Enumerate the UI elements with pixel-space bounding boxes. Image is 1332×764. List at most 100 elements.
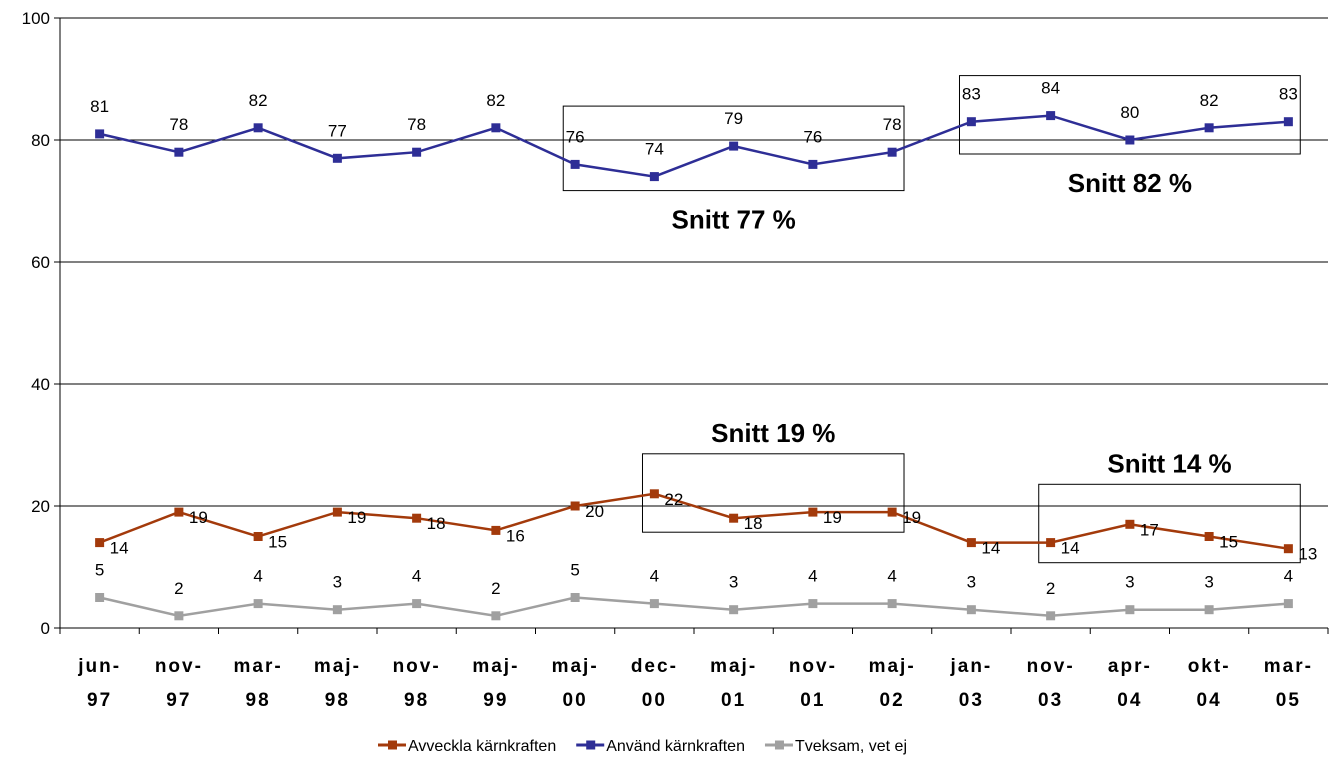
data-label: 84 xyxy=(1041,79,1060,98)
data-label: 4 xyxy=(412,567,421,586)
data-point xyxy=(1283,599,1293,609)
x-tick-label: nov- xyxy=(393,656,441,677)
data-point xyxy=(412,599,422,609)
data-point xyxy=(649,172,659,182)
data-point xyxy=(649,599,659,609)
data-label: 3 xyxy=(729,573,738,592)
data-point xyxy=(174,147,184,157)
data-label: 14 xyxy=(981,539,1000,558)
data-point xyxy=(1125,135,1135,145)
data-label: 15 xyxy=(1219,533,1238,552)
x-tick-label: 03 xyxy=(1038,690,1063,711)
x-tick-label: nov- xyxy=(1027,656,1075,677)
data-label: 14 xyxy=(110,539,129,558)
data-label: 83 xyxy=(962,85,981,104)
data-point xyxy=(570,159,580,169)
data-label: 3 xyxy=(1125,573,1134,592)
data-label: 82 xyxy=(1200,91,1219,110)
data-label: 77 xyxy=(328,121,347,140)
data-point xyxy=(887,507,897,517)
data-point xyxy=(1204,605,1214,615)
x-tick-label: 99 xyxy=(483,690,508,711)
data-label: 4 xyxy=(808,567,817,586)
x-tick-label: 03 xyxy=(959,690,984,711)
data-point xyxy=(253,532,263,541)
data-point xyxy=(412,513,422,523)
x-tick-label: nov- xyxy=(155,656,203,677)
x-tick-label: maj- xyxy=(472,656,519,677)
average-box xyxy=(641,453,905,533)
data-label: 82 xyxy=(249,91,268,110)
legend-marker xyxy=(774,740,784,750)
x-tick-label: 01 xyxy=(721,690,746,711)
data-label: 82 xyxy=(486,91,505,110)
x-tick-label: 01 xyxy=(800,690,825,711)
data-label: 18 xyxy=(427,514,446,533)
data-point xyxy=(491,123,501,133)
average-annotation: Snitt 19 % xyxy=(711,418,835,448)
data-label: 5 xyxy=(95,561,104,580)
data-point xyxy=(174,507,184,517)
y-tick-label: 60 xyxy=(31,253,50,272)
x-tick-label: 04 xyxy=(1197,690,1222,711)
legend-label: Avveckla kärnkraften xyxy=(408,738,556,755)
x-tick-label: jun- xyxy=(77,656,121,677)
data-point xyxy=(95,538,105,548)
data-point xyxy=(1125,605,1135,615)
average-annotation: Snitt 82 % xyxy=(1068,168,1192,198)
data-label: 76 xyxy=(566,127,585,146)
x-tick-label: jan- xyxy=(949,656,992,677)
data-point xyxy=(570,593,580,602)
data-point xyxy=(966,538,976,548)
data-point xyxy=(1046,611,1056,621)
data-label: 4 xyxy=(253,567,262,586)
data-label: 5 xyxy=(570,561,579,580)
x-tick-label: okt- xyxy=(1188,656,1231,677)
data-point xyxy=(253,599,263,609)
x-tick-label: 00 xyxy=(642,690,667,711)
legend-marker xyxy=(388,740,397,750)
data-point xyxy=(649,489,659,499)
data-label: 16 xyxy=(506,526,525,545)
data-label: 13 xyxy=(1298,545,1317,564)
average-box xyxy=(958,75,1301,155)
legend-label: Tveksam, vet ej xyxy=(795,738,907,755)
data-point xyxy=(491,525,501,535)
data-point xyxy=(332,153,342,163)
x-tick-label: 98 xyxy=(325,690,350,711)
data-point xyxy=(332,605,342,615)
x-tick-label: 98 xyxy=(404,690,429,711)
data-point xyxy=(887,147,897,157)
legend-marker xyxy=(586,740,596,750)
data-label: 14 xyxy=(1061,539,1080,558)
x-tick-label: dec- xyxy=(631,656,678,677)
data-point xyxy=(491,611,501,621)
x-tick-label: maj- xyxy=(552,656,599,677)
data-point xyxy=(729,605,739,615)
data-point xyxy=(729,513,739,523)
data-point xyxy=(1046,538,1056,548)
x-tick-label: mar- xyxy=(234,656,283,677)
data-label: 4 xyxy=(887,567,896,586)
x-tick-label: 05 xyxy=(1276,690,1301,711)
y-tick-label: 100 xyxy=(22,9,50,28)
data-label: 2 xyxy=(174,579,183,598)
data-point xyxy=(570,501,580,511)
x-tick-label: apr- xyxy=(1108,656,1152,677)
x-tick-label: mar- xyxy=(1264,656,1313,677)
data-label: 22 xyxy=(664,490,683,509)
data-point xyxy=(1283,117,1293,127)
legend-label: Använd kärnkraften xyxy=(606,738,745,755)
data-point xyxy=(1283,544,1293,554)
x-tick-label: 97 xyxy=(87,690,112,711)
data-point xyxy=(95,129,105,139)
data-point xyxy=(887,599,897,609)
x-tick-label: 97 xyxy=(166,690,191,711)
average-annotation: Snitt 14 % xyxy=(1107,448,1231,478)
x-tick-label: 02 xyxy=(880,690,905,711)
y-tick-label: 20 xyxy=(31,497,50,516)
x-tick-label: 98 xyxy=(246,690,271,711)
data-label: 79 xyxy=(724,109,743,128)
data-label: 78 xyxy=(407,115,426,134)
